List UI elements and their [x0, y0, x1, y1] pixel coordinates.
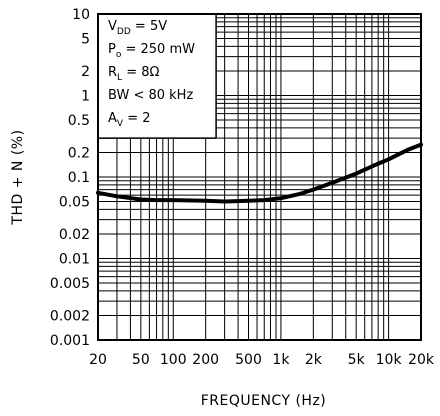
x-tick-labels: 20 50 100 200 500 1k 2k 5k 10k 20k: [89, 352, 435, 368]
condition-line: BW < 80 kHz: [108, 88, 193, 103]
y-tick-label: 0.1: [68, 170, 90, 186]
y-tick-label: 0.05: [59, 195, 90, 211]
x-tick-label: 5k: [348, 352, 366, 368]
x-tick-label: 2k: [305, 352, 323, 368]
condition-line: AV = 2: [108, 111, 151, 129]
thd-curve-series-0: [96, 142, 423, 204]
x-axis-title: FREQUENCY (Hz): [201, 393, 327, 409]
x-tick-label: 20k: [408, 352, 435, 368]
conditions-box: [98, 14, 217, 139]
y-tick-label: 0.01: [59, 252, 90, 268]
condition-line: RL = 8Ω: [108, 65, 159, 83]
x-tick-label: 200: [192, 352, 219, 368]
y-tick-label: 2: [81, 64, 90, 80]
plot-frame: [97, 13, 422, 341]
y-tick-label: 1: [81, 89, 90, 105]
x-tick-label: 500: [235, 352, 262, 368]
y-tick-label: 0.002: [50, 308, 90, 324]
conditions-legend: VDD = 5V Po = 250 mW RL = 8Ω BW < 80 kHz AV …: [98, 14, 217, 139]
y-tick-label: 0.2: [68, 145, 90, 161]
y-tick-label: 5: [81, 32, 90, 48]
x-tick-label: 100: [160, 352, 187, 368]
y-tick-label: 0.5: [68, 113, 90, 129]
y-tick-label: 10: [72, 7, 90, 23]
x-tick-label: 10k: [376, 352, 403, 368]
x-tick-label: 20: [89, 352, 107, 368]
x-tick-label: 50: [132, 352, 150, 368]
series-layer: [96, 142, 423, 204]
y-axis-title: THD + N (%): [10, 129, 26, 225]
y-tick-label: 0.005: [50, 276, 90, 292]
grid-lines: [98, 14, 421, 340]
x-tick-label: 1k: [272, 352, 290, 368]
condition-line: VDD = 5V: [108, 19, 167, 37]
y-tick-labels: 10 5 2 1 0.5 0.2 0.1 0.05 0.02 0.01 0.005 0.002 0.00…: [50, 7, 90, 349]
y-tick-label: 0.02: [59, 227, 90, 243]
condition-line: Po = 250 mW: [108, 42, 195, 60]
y-tick-label: 0.001: [50, 333, 90, 349]
